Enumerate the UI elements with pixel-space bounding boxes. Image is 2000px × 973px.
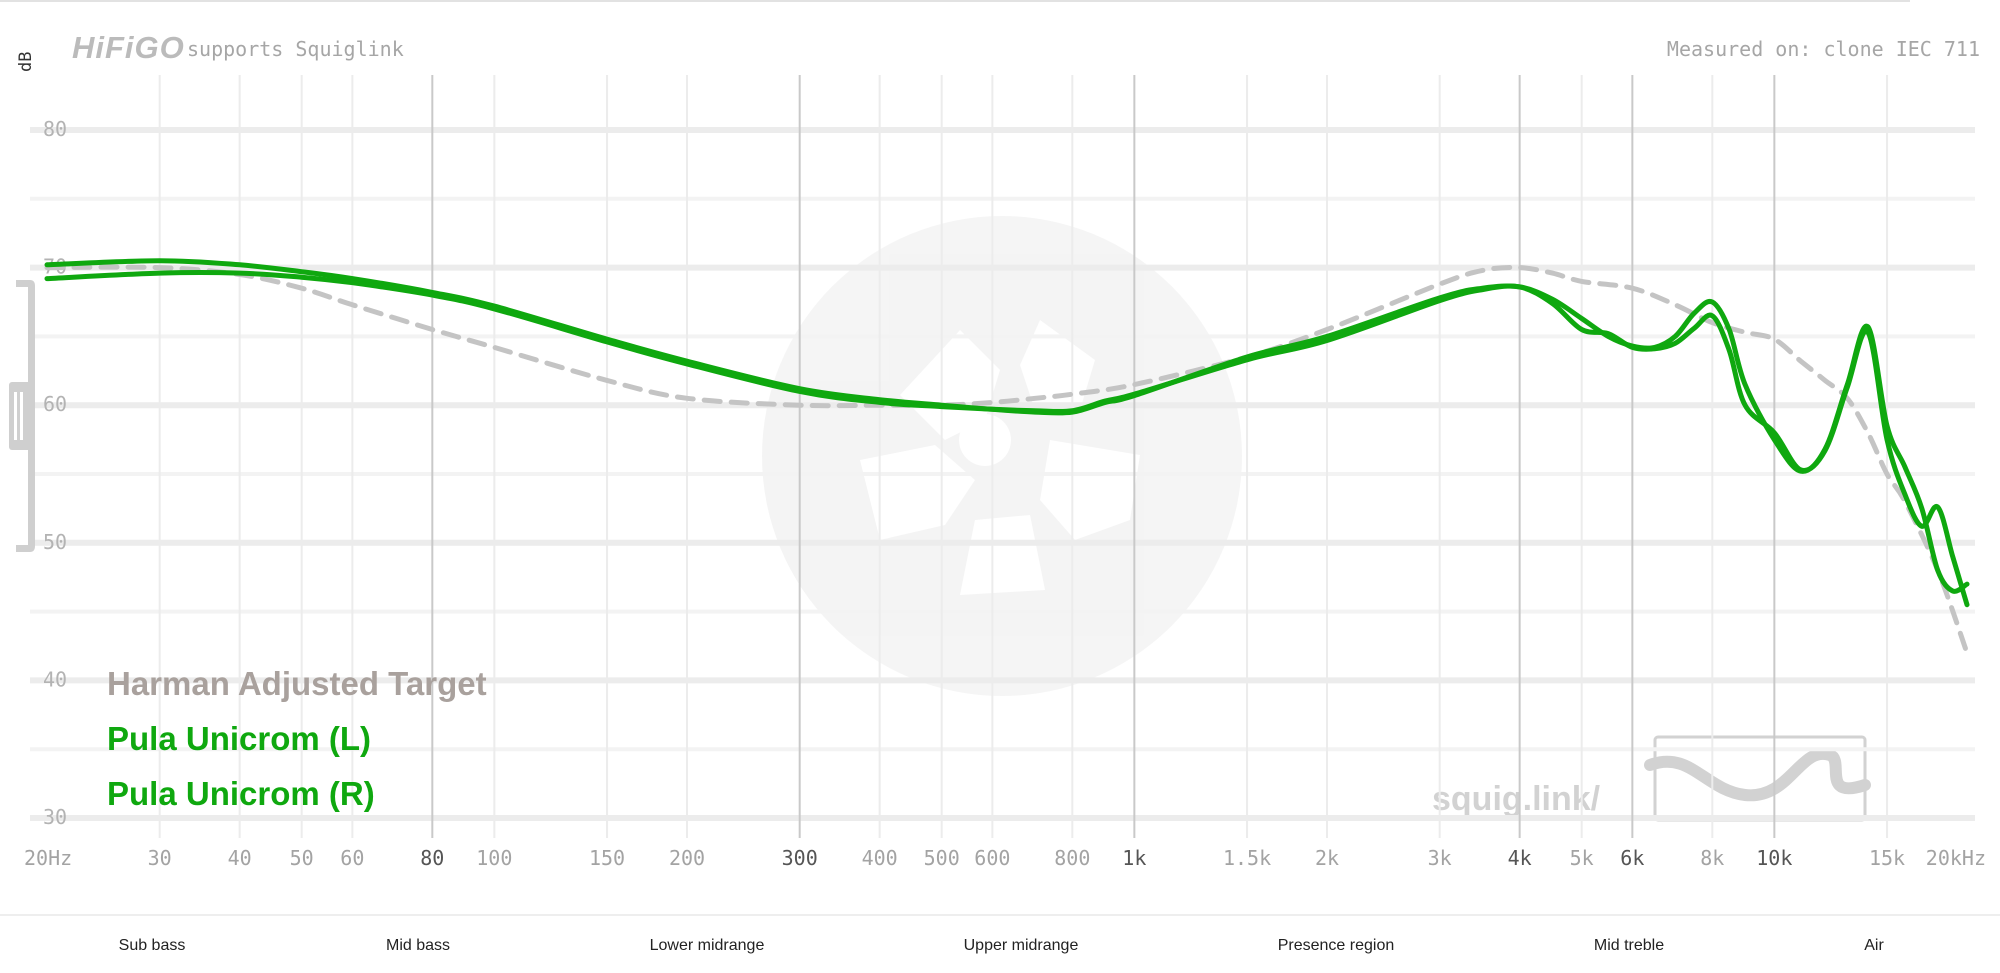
y-tick-label: 80	[43, 117, 67, 141]
x-tick-label: 8k	[1700, 846, 1724, 870]
x-tick-label: 50	[290, 846, 314, 870]
band-label-mid-treble: Mid treble	[1594, 937, 1664, 954]
x-tick-label: 5k	[1570, 846, 1594, 870]
x-tick-label: 3k	[1428, 846, 1452, 870]
x-tick-label: 15k	[1869, 846, 1905, 870]
supports-squiglink-text: supports Squiglink	[187, 37, 404, 61]
measured-on-text: Measured on: clone IEC 711	[1667, 37, 1980, 61]
series-curves	[44, 258, 1970, 656]
band-label-lower-midrange: Lower midrange	[650, 937, 765, 954]
legend-item-right[interactable]: Pula Unicrom (R)	[107, 775, 375, 812]
x-tick-label: 20kHz	[1926, 846, 1986, 870]
x-tick-label: 1k	[1122, 846, 1146, 870]
y-tick-label: 60	[43, 392, 67, 416]
y-tick-label: 50	[43, 530, 67, 554]
x-tick-label: 80	[420, 846, 444, 870]
x-tick-label: 300	[782, 846, 818, 870]
vertical-gridlines	[158, 75, 1889, 838]
hifigo-logo: HiFiGO	[72, 30, 185, 65]
y-tick-label: 40	[43, 667, 67, 691]
x-tick-label: 800	[1054, 846, 1090, 870]
band-label-air: Air	[1864, 937, 1884, 954]
band-label-upper-midrange: Upper midrange	[964, 937, 1079, 954]
x-tick-label: 40	[228, 846, 252, 870]
x-tick-label: 10k	[1756, 846, 1792, 870]
squig-watermark-logo	[762, 216, 1242, 696]
x-tick-label: 500	[924, 846, 960, 870]
legend: Harman Adjusted Target Pula Unicrom (L) …	[107, 665, 487, 812]
x-tick-label: 200	[669, 846, 705, 870]
x-tick-label: 20Hz	[24, 846, 72, 870]
band-label-sub-bass: Sub bass	[119, 937, 186, 954]
y-tick-label: 30	[43, 805, 67, 829]
legend-item-target[interactable]: Harman Adjusted Target	[107, 665, 487, 702]
target-curve	[44, 264, 1970, 656]
x-tick-label: 30	[148, 846, 172, 870]
x-axis-tick-labels: 20Hz 30 40 50 60 80 100 150 200 300 400 500 600 800 1k…	[24, 846, 1986, 870]
x-tick-label: 600	[974, 846, 1010, 870]
x-tick-label: 100	[476, 846, 512, 870]
y-axis-unit-label: dB	[16, 52, 36, 72]
x-tick-label: 2k	[1315, 846, 1339, 870]
squiglink-watermark-text: squig.link/	[1432, 780, 1601, 818]
band-label-mid-bass: Mid bass	[386, 937, 450, 954]
band-label-presence-region: Presence region	[1278, 937, 1395, 954]
y-scale-handle[interactable]	[9, 280, 35, 552]
x-tick-label: 150	[589, 846, 625, 870]
legend-item-left[interactable]: Pula Unicrom (L)	[107, 720, 371, 757]
frequency-band-labels: Sub bass Mid bass Lower midrange Upper m…	[119, 937, 1885, 954]
x-tick-label: 4k	[1508, 846, 1532, 870]
right-channel-curve	[44, 269, 1970, 608]
x-tick-label: 6k	[1620, 846, 1644, 870]
x-tick-label: 400	[862, 846, 898, 870]
horizontal-gridlines	[30, 127, 1975, 821]
x-tick-label: 1.5k	[1223, 846, 1271, 870]
x-tick-label: 60	[340, 846, 364, 870]
